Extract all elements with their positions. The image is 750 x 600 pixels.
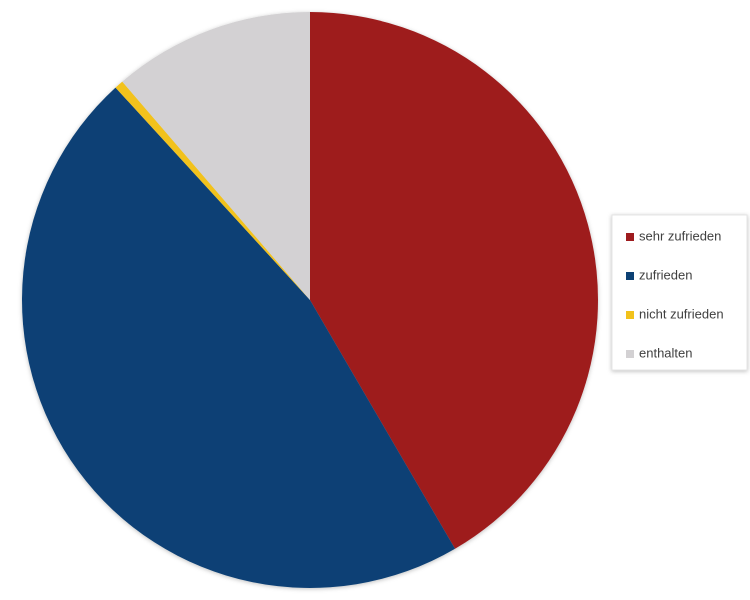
legend-label: nicht zufrieden	[639, 306, 724, 321]
legend-label: sehr zufrieden	[639, 228, 721, 243]
legend-swatch	[626, 233, 634, 241]
legend-swatch	[626, 311, 634, 319]
legend: sehr zufrieden zufrieden nicht zufrieden en…	[626, 228, 724, 360]
pie	[22, 12, 598, 588]
legend-label: zufrieden	[639, 267, 692, 282]
legend-swatch	[626, 272, 634, 280]
pie-slice	[22, 87, 456, 588]
pie-slice	[115, 81, 310, 300]
legend-box	[611, 214, 748, 371]
legend-label: enthalten	[639, 345, 693, 360]
legend-swatch	[626, 350, 634, 358]
pie-slice	[122, 12, 311, 300]
pie-slice	[310, 12, 598, 549]
